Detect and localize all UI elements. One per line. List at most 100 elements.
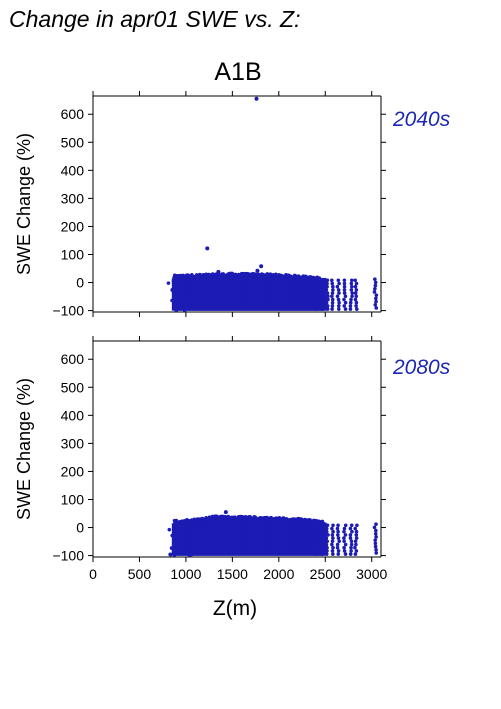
data-point <box>336 297 341 302</box>
data-point <box>353 526 358 531</box>
data-point <box>319 304 323 308</box>
data-point <box>336 549 341 553</box>
y-tick-label: −100 <box>52 303 84 319</box>
data-point <box>173 547 177 551</box>
data-point <box>374 296 378 301</box>
data-point <box>187 553 192 558</box>
data-point <box>349 288 354 292</box>
data-point <box>186 303 190 307</box>
data-point <box>314 278 319 283</box>
outlier-point <box>216 269 221 274</box>
data-point <box>355 523 359 528</box>
data-point <box>335 294 340 299</box>
data-point <box>348 526 353 531</box>
data-point <box>349 297 353 302</box>
data-point <box>336 304 341 308</box>
outlier-point <box>259 264 264 269</box>
data-point <box>178 539 182 544</box>
data-point <box>349 542 354 547</box>
y-axis-label: SWE Change (%) <box>14 133 34 275</box>
data-point <box>168 552 172 557</box>
data-point <box>343 542 348 547</box>
data-point <box>353 545 357 550</box>
data-point <box>374 535 378 539</box>
data-point <box>320 529 325 534</box>
data-point <box>180 543 184 548</box>
x-tick-label: 2000 <box>263 566 294 582</box>
data-point <box>330 533 335 537</box>
data-point <box>314 523 319 528</box>
data-point <box>174 308 179 313</box>
y-tick-label: 300 <box>61 435 85 451</box>
data-point <box>337 307 341 311</box>
data-point <box>187 530 192 535</box>
data-point <box>354 542 358 547</box>
data-point <box>349 545 353 550</box>
data-point <box>331 284 335 289</box>
data-point <box>320 539 325 544</box>
data-point <box>187 533 192 538</box>
data-point <box>314 552 319 556</box>
data-point <box>189 523 193 528</box>
data-point <box>342 304 347 308</box>
x-tick-label: 500 <box>128 566 152 582</box>
data-point <box>324 288 329 292</box>
data-point <box>342 284 347 289</box>
data-point <box>331 529 335 534</box>
data-point <box>322 524 327 556</box>
data-point <box>330 300 335 305</box>
data-point <box>326 297 330 302</box>
data-point <box>320 291 325 295</box>
data-point <box>331 288 335 292</box>
data-point <box>325 545 329 550</box>
data-point <box>350 294 354 299</box>
data-point <box>343 300 348 305</box>
data-point <box>336 533 340 537</box>
data-point <box>373 531 378 536</box>
data-point <box>373 538 378 542</box>
data-point <box>336 536 341 540</box>
data-point <box>195 527 200 531</box>
data-point <box>343 307 348 311</box>
data-point <box>319 533 324 537</box>
data-point <box>325 539 330 544</box>
data-point <box>374 547 378 552</box>
data-point <box>320 549 325 553</box>
data-point <box>314 529 318 534</box>
data-point <box>331 523 335 528</box>
x-tick-label: 0 <box>89 566 97 582</box>
data-point <box>172 553 177 557</box>
data-point <box>342 291 347 295</box>
data-point <box>318 526 323 531</box>
data-point <box>320 523 324 528</box>
data-point <box>195 532 200 536</box>
data-point <box>330 539 335 544</box>
data-point <box>325 284 329 289</box>
data-point <box>335 284 340 289</box>
data-point <box>319 288 324 292</box>
data-point <box>325 523 330 528</box>
y-tick-label: 200 <box>61 218 85 234</box>
data-point <box>175 539 179 543</box>
data-point <box>348 304 353 308</box>
outlier-point <box>223 510 228 515</box>
data-point <box>324 529 329 534</box>
data-point <box>353 291 358 295</box>
y-tick-label: −100 <box>52 548 84 564</box>
data-point <box>313 284 318 289</box>
data-point <box>374 293 379 297</box>
data-point <box>192 283 196 287</box>
data-point <box>354 294 359 299</box>
data-point <box>185 549 190 554</box>
data-point <box>277 516 282 520</box>
data-point <box>337 291 341 295</box>
data-point <box>349 281 354 286</box>
data-point <box>314 539 318 544</box>
data-point <box>319 536 323 540</box>
data-point <box>372 290 377 294</box>
data-point <box>342 549 347 553</box>
panel-2040s: −100 0 100 200 300 400 500 600 SWE Change (%) 204… <box>14 91 451 319</box>
data-point <box>188 544 193 548</box>
outlier-point <box>255 268 260 273</box>
data-point <box>348 533 353 537</box>
